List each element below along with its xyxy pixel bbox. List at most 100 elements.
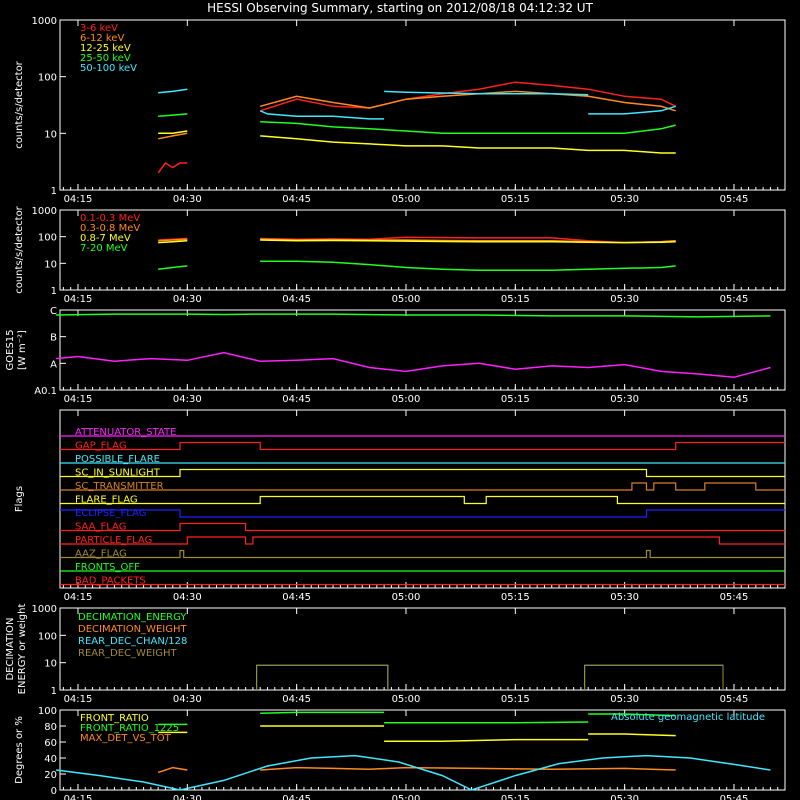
- series-line-front-ratio: [588, 733, 676, 737]
- x-tick-label: 04:45: [282, 794, 311, 800]
- legend-entry: 50-100 keV: [80, 63, 137, 74]
- legend-entry: 0.8-7 MeV: [80, 233, 131, 244]
- panel-ratios: 04:15 04:30 04:45 05:00 05:15 05:30 05:45 0 20 40…: [14, 706, 786, 800]
- decimation-line: [584, 664, 724, 690]
- series-line-0-3-0-8-mev: [158, 238, 188, 242]
- series-line-3-6-kev: [259, 81, 677, 112]
- x-tick-label: 04:45: [282, 394, 311, 405]
- legend-entry: 12-25 keV: [80, 43, 131, 54]
- flag-label: POSSIBLE_FLARE: [75, 454, 160, 465]
- flag-line-sc-in-sunlight: [60, 468, 785, 478]
- panel-frame: [59, 309, 786, 391]
- series-line-front-ratio-1225: [384, 721, 589, 724]
- legend-entry: 0.3-0.8 MeV: [80, 223, 140, 234]
- series-line-3-6-kev: [157, 161, 188, 174]
- y-tick-label: B: [50, 333, 57, 344]
- series-line-50-100-kev: [588, 105, 676, 115]
- series-line-0-8-7-mev: [158, 240, 188, 244]
- x-tick-label: 05:00: [392, 294, 421, 305]
- x-tick-label: 05:30: [610, 794, 639, 800]
- x-tick-label: 05:30: [610, 394, 639, 405]
- x-tick-label: 05:45: [720, 194, 749, 205]
- x-tick-label: 05:15: [501, 194, 530, 205]
- x-tick-label: 05:30: [610, 294, 639, 305]
- series-line-50-100-kev: [259, 110, 385, 120]
- flag-line-saa-flag: [60, 522, 785, 532]
- x-tick-label: 04:15: [64, 794, 93, 800]
- y-tick-label: 20: [44, 770, 57, 781]
- x-tick-label: 04:30: [173, 794, 202, 800]
- series-line-max-det-vs-tot: [157, 766, 188, 774]
- y-tick-label: 10: [44, 659, 57, 670]
- series-line-7-20-mev: [158, 265, 188, 270]
- y-tick-label: 100: [38, 73, 57, 84]
- x-tick-label: 05:45: [720, 694, 749, 705]
- flag-label: SAA_FLAG: [75, 522, 126, 533]
- series-line-unnamed-3: [56, 754, 771, 791]
- flag-label: SC_TRANSMITTER: [75, 481, 164, 492]
- flag-label: GAP_FLAG: [75, 441, 127, 452]
- annotation-label: Absolute geomagnetic latitude: [611, 712, 765, 723]
- panel-frame: [59, 709, 786, 791]
- series-line-7-20-mev: [260, 260, 676, 272]
- x-tick-label: 05:15: [501, 294, 530, 305]
- series-line-25-50-kev: [260, 121, 676, 135]
- panel-high_energy: 04:15 04:30 04:45 05:00 05:15 05:30 05:45 1 10 10…: [14, 205, 786, 305]
- y-tick-label: 0: [51, 786, 57, 797]
- y-tick-label: C: [50, 306, 57, 317]
- y-tick-label: 1000: [32, 16, 57, 27]
- panel-goes: 04:15 04:30 04:45 05:00 05:15 05:30 05:45 A0.1 A…: [5, 306, 786, 405]
- x-tick-label: 04:15: [64, 592, 93, 603]
- y-tick-label: 1: [51, 186, 57, 197]
- series-line-12-25-kev: [260, 135, 676, 154]
- x-tick-label: 04:45: [282, 294, 311, 305]
- x-tick-label: 04:15: [64, 394, 93, 405]
- y-tick-label: 100: [38, 706, 57, 717]
- figure-title: HESSI Observing Summary, starting on 201…: [207, 1, 593, 15]
- y-axis-label-2: [W m⁻²]: [17, 330, 28, 370]
- y-axis-label-2: ENERGY or weight: [17, 604, 28, 695]
- y-axis-label: Flags: [14, 486, 25, 512]
- series-line-12-25-kev: [158, 130, 188, 135]
- x-tick-label: 05:15: [501, 694, 530, 705]
- x-tick-label: 05:00: [392, 394, 421, 405]
- x-tick-label: 05:15: [501, 394, 530, 405]
- flag-line-eclipse-flag: [60, 509, 785, 518]
- x-tick-label: 05:30: [610, 592, 639, 603]
- y-tick-label: 60: [44, 738, 57, 749]
- x-tick-label: 04:15: [64, 694, 93, 705]
- flag-line-gap-flag: [60, 441, 785, 451]
- flag-label: FRONTS_OFF: [75, 562, 140, 573]
- y-tick-label: 1: [51, 686, 57, 697]
- series-line-unnamed-0: [56, 313, 771, 318]
- decimation-line: [256, 664, 389, 690]
- y-tick-label: 100: [38, 233, 57, 244]
- series-line-max-det-vs-tot: [260, 766, 676, 771]
- flag-label: SC_IN_SUNLIGHT: [75, 468, 161, 479]
- x-tick-label: 05:45: [720, 592, 749, 603]
- series-line-50-100-kev: [384, 90, 589, 96]
- y-axis-label: counts/s/detector: [14, 205, 25, 293]
- panel-frame: [59, 209, 786, 291]
- flag-line-aaz-flag: [60, 549, 785, 559]
- x-tick-label: 05:15: [501, 592, 530, 603]
- x-tick-label: 04:15: [64, 294, 93, 305]
- series-line-front-ratio-1225: [260, 711, 385, 714]
- series-line-unnamed-1: [56, 351, 771, 379]
- x-tick-label: 04:45: [282, 694, 311, 705]
- flag-label: ECLIPSE_FLAG: [75, 508, 146, 519]
- y-tick-label: A0.1: [34, 386, 57, 397]
- series-line-50-100-kev: [158, 88, 188, 94]
- panel-frame: [59, 607, 786, 691]
- series-line-0-8-7-mev: [260, 239, 676, 244]
- y-tick-label: 80: [44, 722, 57, 733]
- x-tick-label: 05:45: [720, 794, 749, 800]
- y-tick-label: 40: [44, 754, 57, 765]
- flag-line-flare-flag: [60, 495, 785, 505]
- x-tick-label: 05:00: [392, 592, 421, 603]
- flag-label: AAZ_FLAG: [75, 549, 127, 560]
- y-tick-label: 100: [38, 631, 57, 642]
- series-line-front-ratio: [384, 738, 589, 742]
- legend-entry: DECIMATION_WEIGHT: [78, 624, 187, 635]
- y-tick-label: 1: [51, 286, 57, 297]
